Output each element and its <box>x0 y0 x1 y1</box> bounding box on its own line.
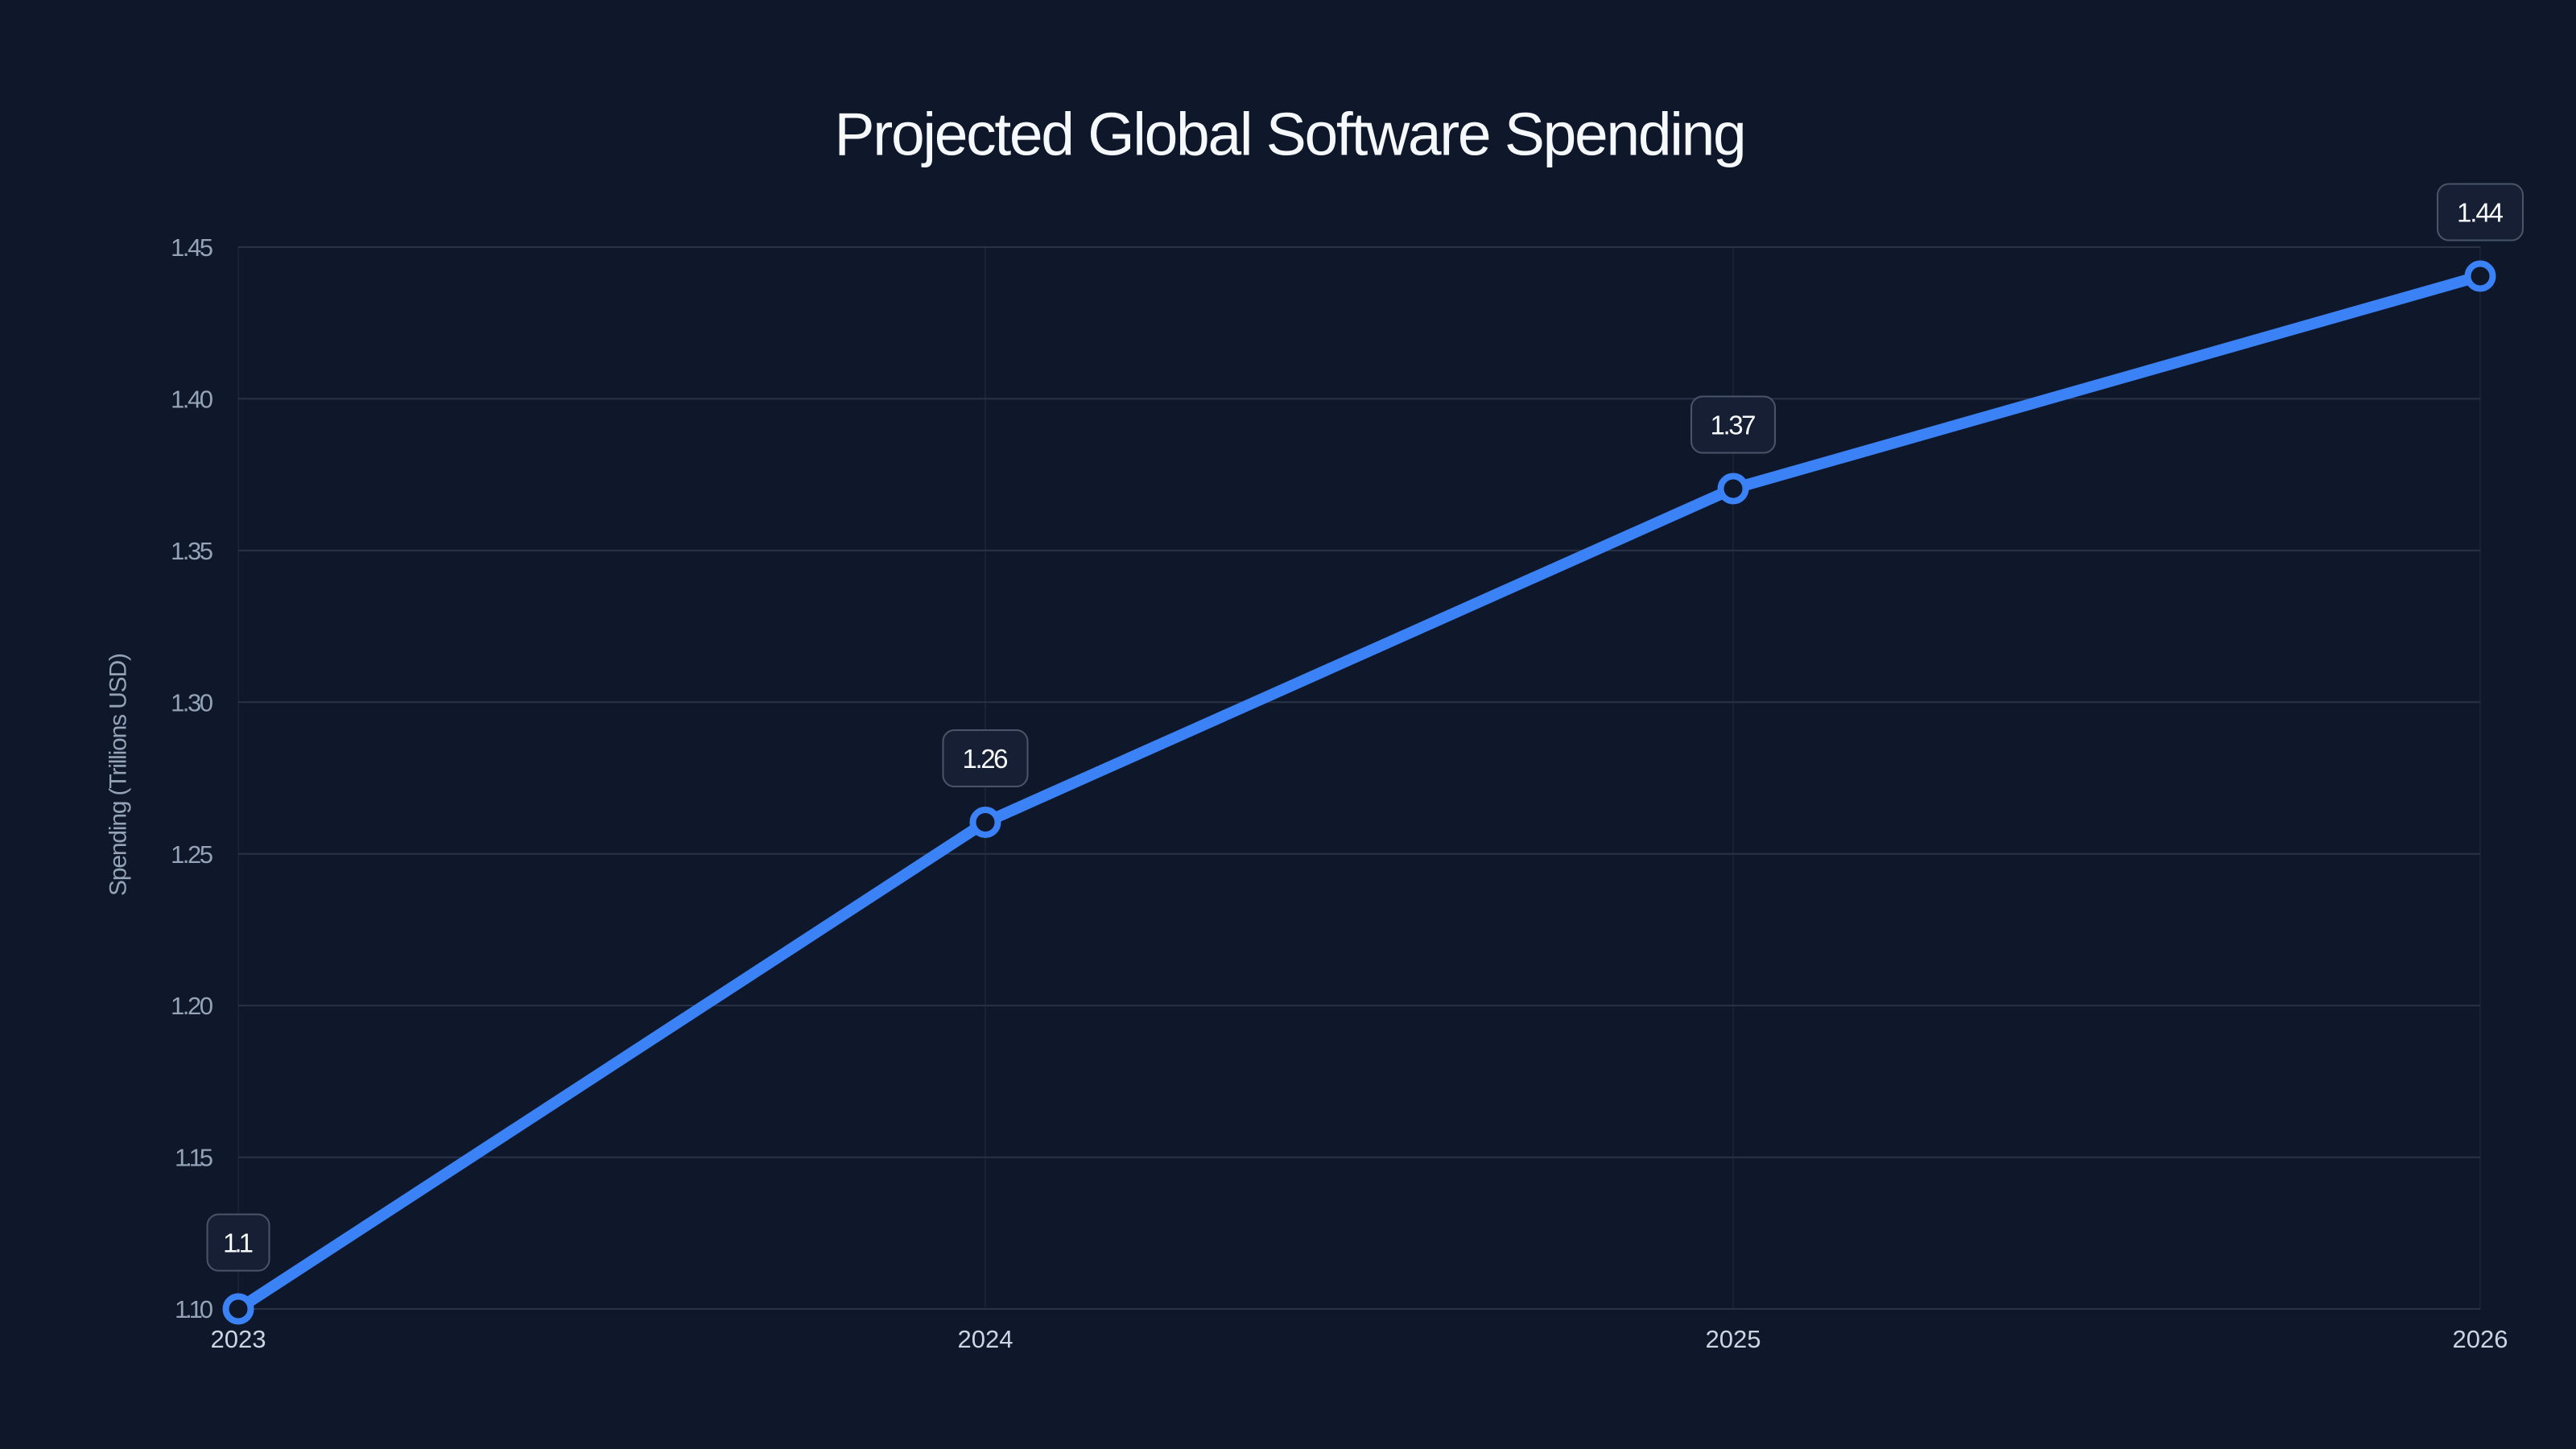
svg-text:1.25: 1.25 <box>171 840 213 869</box>
svg-text:1.40: 1.40 <box>171 386 213 414</box>
svg-text:1.10: 1.10 <box>175 1295 213 1323</box>
svg-text:1.1: 1.1 <box>223 1228 254 1257</box>
svg-text:Spending (Trillions USD): Spending (Trillions USD) <box>105 653 132 896</box>
svg-text:1.15: 1.15 <box>175 1144 213 1172</box>
svg-text:2024: 2024 <box>958 1325 1013 1353</box>
svg-text:1.26: 1.26 <box>963 744 1009 774</box>
svg-text:1.44: 1.44 <box>2457 197 2504 227</box>
svg-text:1.20: 1.20 <box>171 992 213 1020</box>
svg-text:Projected Global Software Spen: Projected Global Software Spending <box>835 101 1745 168</box>
svg-text:1.35: 1.35 <box>171 537 213 565</box>
svg-text:2025: 2025 <box>1706 1325 1761 1353</box>
svg-text:2023: 2023 <box>211 1325 266 1353</box>
svg-text:2026: 2026 <box>2453 1325 2508 1353</box>
svg-text:1.30: 1.30 <box>171 688 213 716</box>
svg-text:1.45: 1.45 <box>171 233 213 262</box>
svg-text:1.37: 1.37 <box>1711 410 1757 440</box>
